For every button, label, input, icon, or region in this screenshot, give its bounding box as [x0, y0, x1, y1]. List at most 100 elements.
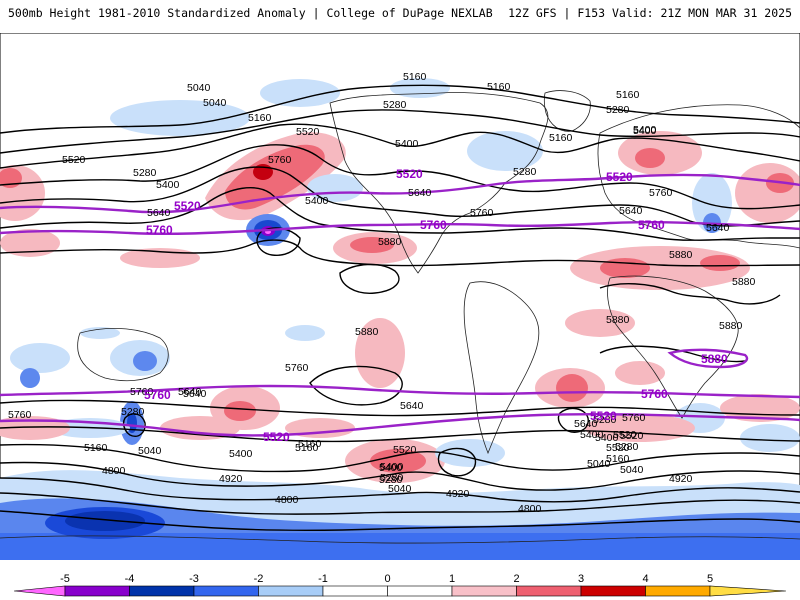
contour-label: 5640 [183, 388, 207, 400]
sh-5760-line [0, 384, 800, 399]
south-america-outline [463, 281, 540, 455]
contour-label: 5280 [513, 166, 537, 178]
contour-label: 5160 [549, 132, 573, 144]
contour-label: 5640 [706, 222, 730, 234]
contour-label: 5640 [147, 207, 171, 219]
contour-label: 5400 [379, 462, 403, 474]
contour-label: 5640 [400, 400, 424, 412]
africa-5880-line [667, 348, 749, 369]
contour-label: 4920 [446, 488, 470, 500]
contour-label: 5280 [121, 406, 145, 418]
purple-contour-labels: 5520 5760 5520 5760 5520 5760 5880 5760 … [144, 167, 728, 444]
anomaly-shading [0, 78, 800, 560]
contour-label: 5760 [470, 207, 494, 219]
contour-label: 5760 [130, 386, 154, 398]
contour-label: 5640 [408, 187, 432, 199]
contour-label: 5160 [606, 453, 630, 465]
contour-label: 5760 [285, 362, 309, 374]
contour-label: 5760 [638, 218, 665, 232]
colorbar-swatch [193, 585, 259, 597]
contour-label: 5520 [620, 430, 644, 442]
contour-label: 5520 [62, 154, 86, 166]
contour-label: 5040 [587, 458, 611, 470]
contour-label: 5880 [701, 352, 728, 366]
contour-label: 5520 [606, 442, 630, 454]
contour-label: 5760 [641, 387, 668, 401]
colorbar-swatch [516, 585, 582, 597]
contour-label: 5760 [649, 187, 673, 199]
contour-label: 5400 [305, 195, 329, 207]
colorbar-swatch [322, 585, 388, 597]
contour-label: 5520 [393, 444, 417, 456]
contour-label: 5400 [595, 432, 619, 444]
colorbar: -5 -4 -3 -2 -1 0 1 2 3 4 5 [13, 573, 787, 597]
colorbar-low-arrow [13, 585, 66, 597]
shade-mediterranean-blue [692, 173, 732, 233]
contour-label: 5160 [487, 81, 511, 93]
contour-label: 5160 [248, 112, 272, 124]
colorbar-tick-label: -2 [254, 573, 264, 585]
contour-label: 5880 [669, 249, 693, 261]
contour-label: 5160 [616, 89, 640, 101]
contour-label: 5280 [380, 472, 404, 484]
contour-label: 5160 [298, 438, 322, 450]
contour-label: 5400 [633, 125, 657, 137]
contour-label: 5040 [187, 82, 211, 94]
model-valid-time: 12Z GFS | F153 Valid: 21Z MON MAR 31 202… [508, 6, 792, 20]
contour-label: 5040 [138, 445, 162, 457]
contour-label: 5880 [378, 236, 402, 248]
colorbar-tick-label: 4 [642, 573, 648, 585]
contour-label: 5520 [263, 430, 290, 444]
colorbar-tick-label: -1 [318, 573, 328, 585]
coastlines [0, 90, 800, 544]
shade-north-america-blue [467, 131, 543, 171]
europe-asia-outline [597, 104, 800, 249]
colorbar-tick-label: 3 [578, 573, 584, 585]
colorbar-swatch [451, 585, 517, 597]
shade-antarctic-low [0, 533, 800, 560]
colorbar-swatch [258, 585, 324, 597]
contour-label: 5160 [295, 442, 319, 454]
antarctica-outline [0, 535, 800, 544]
colorbar-tick-label: 1 [449, 573, 455, 585]
contour-label: 5400 [633, 124, 657, 136]
nh-5520-line [0, 173, 800, 214]
africa-outline [607, 275, 739, 419]
contour-label: 5880 [732, 276, 756, 288]
contour-label: 4800 [102, 465, 126, 477]
colorbar-tick-label: -4 [125, 573, 135, 585]
black-contour-labels: 5040 5040 5160 5160 5160 5280 5520 5760 … [8, 71, 756, 515]
australia-outline [77, 328, 169, 382]
climatology-contours [0, 173, 800, 437]
contour-label: 5760 [420, 218, 447, 232]
contour-label: 5280 [379, 474, 403, 486]
colorbar-swatch [580, 585, 646, 597]
contour-label: 5880 [355, 326, 379, 338]
colorbar-swatch [129, 585, 195, 597]
height-contours [0, 84, 800, 532]
contour-label: 5760 [268, 154, 292, 166]
contour-label: 5400 [156, 179, 180, 191]
contour-label: 5040 [620, 464, 644, 476]
contour-label: 4800 [518, 503, 542, 515]
colorbar-swatches [13, 585, 787, 597]
north-america-outline [329, 92, 549, 274]
colorbar-tick-label: 0 [384, 573, 390, 585]
contour-label: 5160 [403, 71, 427, 83]
contour-label: 5520 [613, 429, 637, 441]
contour-label: 5280 [133, 167, 157, 179]
contour-label: 5280 [383, 99, 407, 111]
contour-label: 5760 [146, 223, 173, 237]
contour-label: 5640 [178, 386, 202, 398]
contour-label: 5760 [8, 409, 32, 421]
nh-5760-line [0, 220, 800, 236]
contour-label: 5520 [590, 409, 617, 423]
contour-label: 4920 [669, 473, 693, 485]
contour-label: 4920 [219, 473, 243, 485]
contour-label: 5640 [619, 205, 643, 217]
contour-label: 5040 [203, 97, 227, 109]
contour-label: 5160 [84, 442, 108, 454]
sh-5520-line [0, 412, 800, 437]
contour-label: 5520 [606, 170, 633, 184]
